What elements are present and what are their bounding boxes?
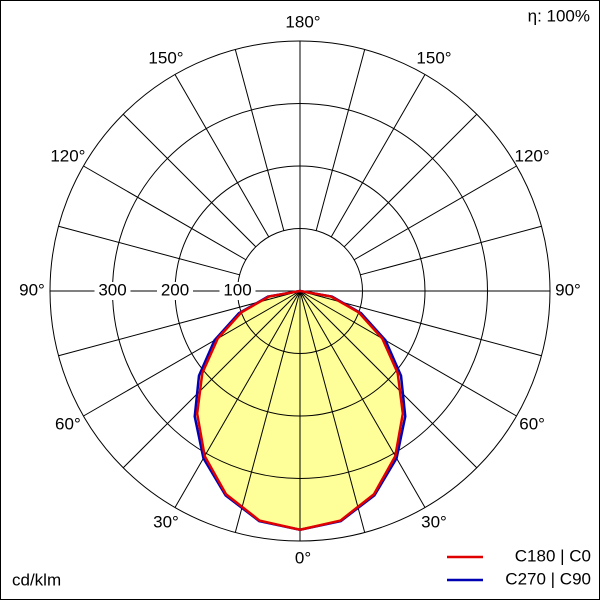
spoke (330, 74, 426, 238)
angle-tick-label: 180° (285, 12, 320, 31)
spoke (315, 49, 366, 231)
spoke (174, 290, 301, 508)
angle-tick-label: 60° (55, 414, 81, 433)
spoke (353, 165, 517, 261)
angle-tick-label: 30° (153, 513, 179, 532)
legend-label: C270 | C90 (505, 569, 591, 588)
angle-tick-label: 30° (421, 513, 447, 532)
angle-tick-label: 90° (555, 280, 581, 299)
spoke (343, 113, 478, 248)
spoke (234, 49, 285, 231)
spoke (58, 225, 240, 276)
angle-tick-label: 120° (50, 146, 85, 165)
angle-tick-label: 90° (19, 280, 45, 299)
legend-label: C180 | C0 (515, 546, 591, 565)
spoke (122, 290, 301, 469)
label-bg (219, 282, 256, 300)
spoke (122, 113, 257, 248)
distribution-curve (195, 289, 301, 531)
angle-tick-label: 150° (148, 48, 183, 67)
efficiency-label: η: 100% (528, 6, 590, 25)
angle-tick-label: 0° (295, 548, 311, 567)
angle-tick-label: 60° (519, 414, 545, 433)
distribution-curve (299, 289, 405, 531)
unit-label: cd/klm (12, 570, 61, 589)
r-tick-label: 200 (161, 280, 189, 299)
r-tick-label: 100 (223, 280, 251, 299)
spoke (299, 290, 478, 469)
label-bg (157, 282, 193, 300)
spoke (299, 290, 426, 508)
spoke (234, 290, 301, 533)
spoke (299, 290, 366, 533)
r-tick-label: 300 (98, 280, 126, 299)
spoke (83, 290, 301, 417)
spoke (83, 165, 247, 261)
label-bg (94, 282, 131, 300)
spoke (174, 74, 270, 238)
angle-tick-label: 120° (515, 146, 550, 165)
spoke (360, 225, 542, 276)
spoke (299, 290, 517, 417)
angle-tick-label: 150° (416, 48, 451, 67)
